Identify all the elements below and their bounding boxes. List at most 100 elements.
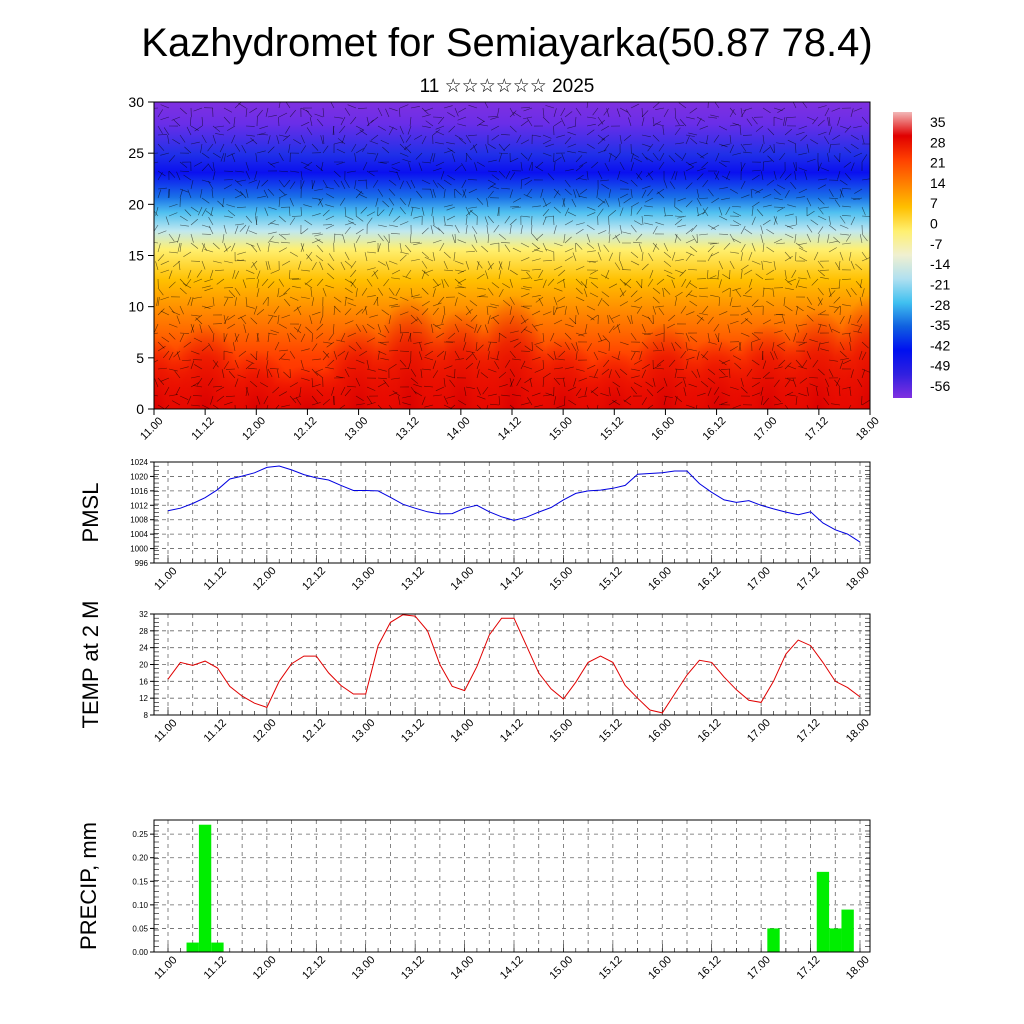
wind-barb [638, 243, 643, 253]
wind-barb [157, 287, 164, 296]
wind-barb [215, 125, 225, 128]
wind-barb [707, 404, 711, 409]
wind-barb [641, 134, 651, 138]
wind-barb [619, 368, 628, 375]
wind-barb [861, 341, 869, 349]
wind-barb [597, 200, 605, 208]
wind-barb [732, 305, 742, 307]
wind-barb [636, 280, 643, 289]
wind-barb [476, 260, 483, 269]
wind-barb [567, 386, 577, 392]
wind-barb [157, 187, 167, 190]
wind-barb [476, 116, 485, 123]
wind-barb [322, 352, 329, 361]
wind-barb [164, 404, 170, 409]
wind-barb [762, 204, 772, 208]
wind-barb [461, 179, 467, 189]
wind-barb [388, 179, 397, 186]
wind-barb [377, 368, 387, 372]
wind-barb [762, 360, 767, 370]
x-tick-label: 12.00 [251, 954, 279, 982]
wind-barb [573, 377, 577, 387]
wind-barb [179, 333, 185, 343]
wind-barb [817, 197, 825, 205]
wind-barb [674, 381, 683, 388]
wind-barb [421, 287, 429, 295]
wind-barb [278, 170, 288, 173]
wind-barb [635, 233, 643, 241]
wind-barb [762, 193, 772, 199]
wind-barb [441, 314, 445, 324]
y-tick-label: 0.05 [132, 924, 148, 933]
wind-barb [685, 135, 690, 145]
wind-barb [644, 205, 654, 208]
wind-barb [333, 296, 342, 303]
wind-barb [685, 332, 690, 342]
wind-barb [465, 308, 473, 316]
wind-barb [575, 296, 585, 302]
wind-barb [223, 314, 226, 324]
wind-barb [669, 181, 676, 190]
wind-barb [355, 228, 364, 235]
wind-barb [168, 189, 171, 199]
wind-barb [432, 239, 442, 244]
wind-barb [385, 108, 390, 118]
wind-barb [604, 198, 610, 208]
wind-barb [208, 217, 214, 226]
wind-barb [179, 243, 182, 253]
wind-barb [748, 251, 753, 261]
wind-barb [777, 345, 786, 352]
wind-barb [388, 207, 394, 217]
wind-barb [619, 251, 621, 262]
wind-barb [468, 134, 478, 137]
x-tick-label: 17.12 [803, 415, 831, 443]
wind-barb [275, 404, 280, 409]
wind-barb [663, 108, 669, 118]
wind-barb [575, 228, 584, 235]
wind-barb [699, 287, 709, 289]
wind-barb [857, 323, 863, 333]
wind-barb [861, 257, 870, 262]
wind-barb [252, 262, 258, 271]
wind-barb [212, 296, 215, 306]
wind-barb [597, 116, 604, 125]
wind-barb [844, 172, 852, 181]
wind-barb [689, 300, 698, 307]
grid-lines [154, 820, 870, 952]
wind-barb [327, 272, 335, 280]
wind-barb [355, 395, 364, 401]
wind-barb [721, 197, 731, 200]
wind-barb [476, 294, 486, 298]
wind-barb [182, 359, 192, 362]
wind-barb [430, 225, 434, 235]
wind-barb [216, 395, 225, 402]
wind-barb [564, 323, 574, 328]
wind-barb [534, 368, 544, 373]
wind-barb [668, 314, 676, 322]
wind-barb [739, 126, 742, 136]
wind-barb [168, 351, 174, 361]
wind-barb [564, 332, 572, 340]
wind-barb [655, 367, 665, 370]
wind-barb [388, 126, 394, 136]
wind-barb [399, 125, 404, 135]
wind-barb [696, 351, 700, 361]
wind-barb [634, 359, 643, 365]
wind-barb [817, 260, 824, 269]
panel-background [154, 614, 870, 715]
wind-barb [266, 404, 269, 409]
wind-barb [674, 233, 682, 241]
wind-barb [311, 180, 316, 190]
wind-barb [160, 377, 170, 382]
wind-barb [300, 348, 310, 352]
wind-barb [437, 227, 445, 235]
wind-barb [377, 351, 380, 361]
wind-barb [449, 379, 456, 388]
wind-barb [468, 188, 478, 194]
wind-barb [542, 107, 545, 117]
wind-barb [711, 224, 720, 230]
wind-barb [520, 293, 530, 298]
wind-barb [190, 360, 195, 370]
wind-barb [831, 328, 841, 334]
wind-barb [195, 317, 203, 325]
